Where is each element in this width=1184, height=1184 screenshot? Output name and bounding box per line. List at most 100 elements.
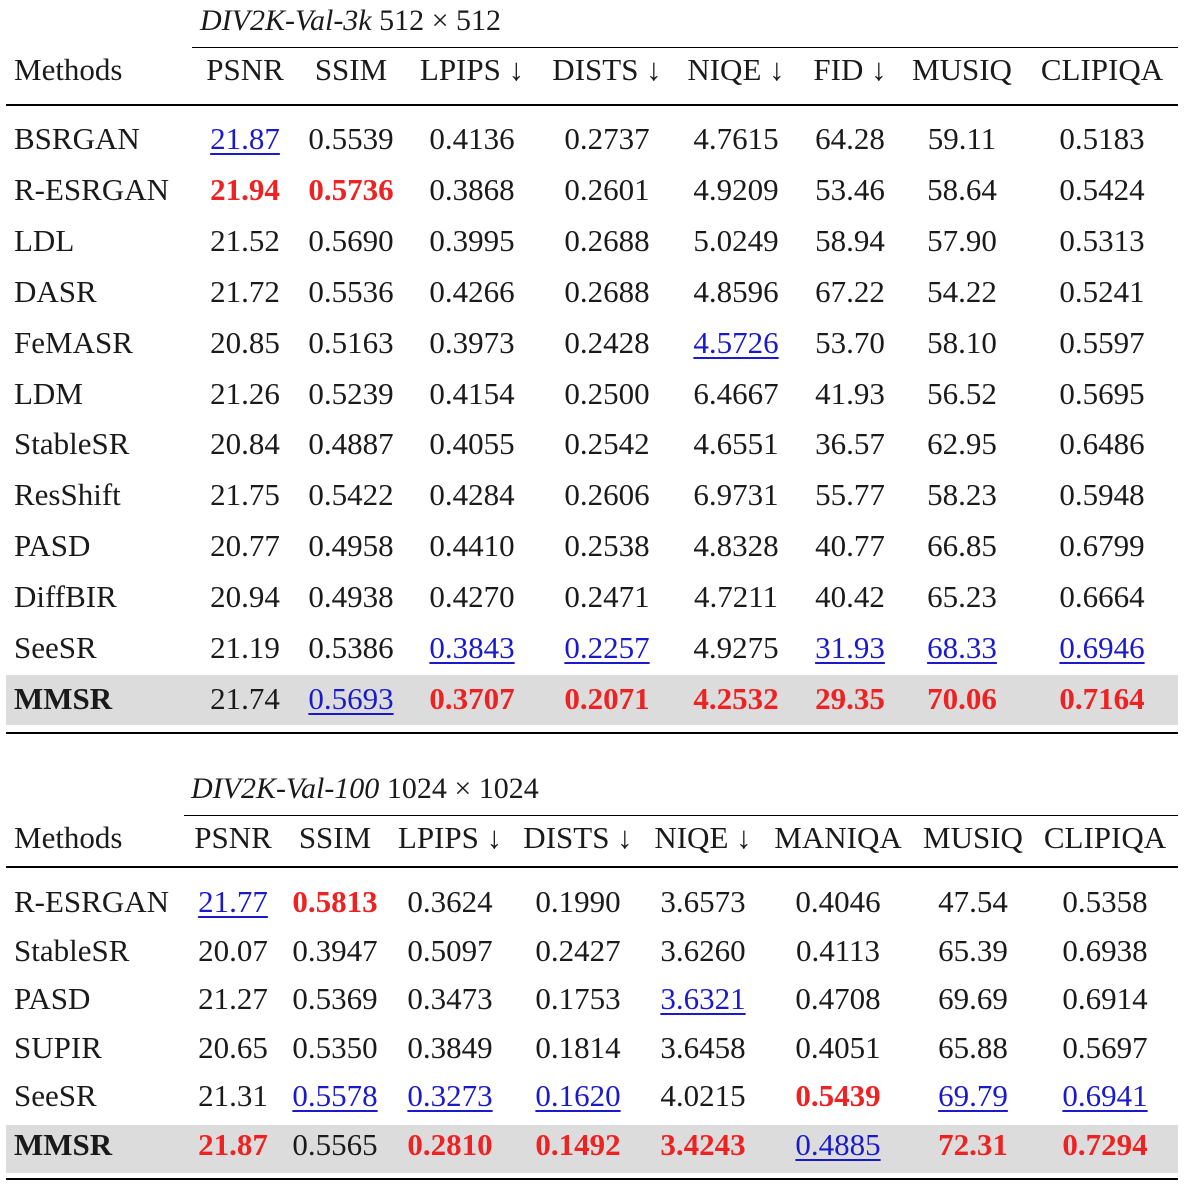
- metric-value: 0.4708: [795, 981, 881, 1016]
- metric-value: 6.4667: [693, 375, 779, 411]
- metric-value: 65.88: [938, 1029, 1008, 1065]
- method-name: StableSR: [14, 426, 130, 462]
- metric-value: 53.46: [815, 171, 885, 207]
- metric-value: 20.77: [210, 528, 280, 564]
- metric-value: 0.5565: [292, 1126, 378, 1162]
- column-header: SSIM: [314, 52, 388, 87]
- methods-header: Methods: [14, 52, 123, 87]
- metric-value: 64.28: [815, 121, 885, 156]
- metric-value: 0.4266: [429, 273, 515, 309]
- metric-value: 0.5948: [1059, 477, 1145, 513]
- column-header: MUSIQ: [923, 820, 1023, 855]
- ours-row-highlight: [6, 675, 1178, 725]
- metric-value: 20.65: [198, 1029, 268, 1065]
- metric-value: 0.5358: [1062, 884, 1148, 919]
- metric-value: 0.6946: [1059, 630, 1145, 665]
- metric-value: 3.6573: [660, 884, 746, 919]
- method-name: LDL: [14, 222, 75, 258]
- metric-value: 21.27: [198, 981, 268, 1016]
- resolution-label: 1024 × 1024: [386, 772, 539, 805]
- column-header: MUSIQ: [912, 52, 1012, 87]
- bottom-rule: [6, 1178, 1178, 1180]
- metric-value: 21.26: [210, 375, 280, 411]
- metric-value: 0.3947: [292, 932, 378, 968]
- metric-value: 0.4055: [429, 426, 515, 462]
- metric-value: 69.69: [938, 981, 1008, 1016]
- metric-value: 0.3849: [407, 1029, 493, 1065]
- metric-value: 4.2532: [693, 680, 779, 716]
- metric-value: 3.6321: [660, 981, 746, 1016]
- method-name: R-ESRGAN: [14, 884, 170, 919]
- metric-value: 62.95: [927, 426, 997, 462]
- metric-value: 72.31: [938, 1126, 1008, 1162]
- metric-value: 4.0215: [660, 1078, 746, 1113]
- caption-rule: [184, 815, 1178, 816]
- method-name: PASD: [14, 981, 91, 1016]
- metric-value: 0.5163: [308, 324, 394, 360]
- table-caption: DIV2K-Val-100 1024 × 1024: [191, 772, 539, 806]
- metric-value: 0.2428: [564, 324, 650, 360]
- metric-value: 21.77: [198, 884, 268, 919]
- metric-value: 0.5386: [308, 630, 394, 665]
- column-header: CLIPIQA: [1040, 52, 1164, 87]
- metric-value: 0.3843: [429, 630, 515, 665]
- metric-value: 0.4887: [308, 426, 394, 462]
- metric-value: 0.5690: [308, 222, 394, 258]
- metric-value: 40.77: [815, 528, 885, 564]
- ours-row-highlight: [6, 1125, 1178, 1173]
- column-header: MANIQA: [774, 820, 902, 855]
- metric-value: 21.75: [210, 477, 280, 513]
- metric-value: 0.4885: [795, 1126, 881, 1162]
- method-name: SUPIR: [14, 1029, 102, 1065]
- metric-value: 0.5424: [1059, 171, 1145, 207]
- metric-value: 4.8328: [693, 528, 779, 564]
- metric-value: 0.3868: [429, 171, 515, 207]
- metric-value: 20.85: [210, 324, 280, 360]
- metric-value: 0.2606: [564, 477, 650, 513]
- method-name: PASD: [14, 528, 91, 564]
- metric-value: 0.3707: [429, 680, 515, 716]
- metric-value: 55.77: [815, 477, 885, 513]
- metric-value: 0.4051: [795, 1029, 881, 1065]
- metric-value: 0.1492: [535, 1126, 621, 1162]
- metric-value: 0.6486: [1059, 426, 1145, 462]
- metric-value: 69.79: [938, 1078, 1008, 1113]
- method-name: SeeSR: [14, 1078, 97, 1113]
- column-header: LPIPS ↓: [419, 52, 525, 87]
- metric-value: 58.10: [927, 324, 997, 360]
- metric-value: 6.9731: [693, 477, 779, 513]
- method-name: SeeSR: [14, 630, 97, 665]
- metric-value: 0.6914: [1062, 981, 1148, 1016]
- metric-value: 0.4270: [429, 579, 515, 615]
- metric-value: 66.85: [927, 528, 997, 564]
- metric-value: 0.4113: [795, 932, 881, 968]
- method-name: DASR: [14, 273, 97, 309]
- metric-value: 0.4410: [429, 528, 515, 564]
- metric-value: 0.5539: [308, 121, 394, 156]
- metric-value: 0.4958: [308, 528, 394, 564]
- metric-value: 21.31: [198, 1078, 268, 1113]
- metric-value: 65.39: [938, 932, 1008, 968]
- metric-value: 41.93: [815, 375, 885, 411]
- header-rule: [6, 104, 1178, 106]
- metric-value: 0.5736: [308, 171, 394, 207]
- metric-value: 0.6664: [1059, 579, 1145, 615]
- metric-value: 0.4284: [429, 477, 515, 513]
- bottom-rule: [6, 732, 1178, 734]
- metric-value: 3.6458: [660, 1029, 746, 1065]
- metric-value: 21.52: [210, 222, 280, 258]
- metric-value: 20.94: [210, 579, 280, 615]
- column-header: SSIM: [298, 820, 372, 855]
- metric-value: 68.33: [927, 630, 997, 665]
- metric-value: 58.94: [815, 222, 885, 258]
- method-name: LDM: [14, 375, 83, 411]
- metric-value: 36.57: [815, 426, 885, 462]
- column-header: DISTS ↓: [552, 52, 662, 87]
- metric-value: 4.5726: [693, 324, 779, 360]
- metric-value: 29.35: [815, 680, 885, 716]
- metric-value: 4.6551: [693, 426, 779, 462]
- column-header: PSNR: [194, 820, 272, 855]
- metric-value: 40.42: [815, 579, 885, 615]
- metric-value: 21.19: [210, 630, 280, 665]
- metric-value: 0.5693: [308, 680, 394, 716]
